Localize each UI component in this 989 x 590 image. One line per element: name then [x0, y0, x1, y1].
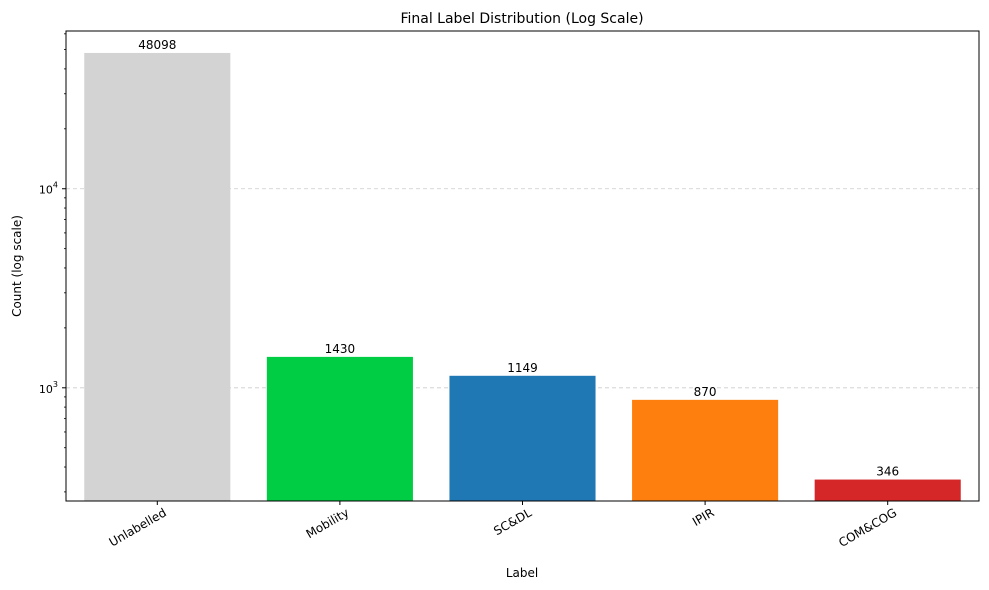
bar-value-label: 870: [694, 385, 717, 399]
y-tick-base: 10: [39, 184, 53, 197]
x-tick-label: IPIR: [690, 505, 717, 528]
bar: [266, 356, 413, 501]
chart-title: Final Label Distribution (Log Scale): [400, 11, 643, 27]
bar-value-label: 346: [876, 465, 899, 479]
bar: [632, 399, 779, 501]
y-tick-exponent: 3: [53, 380, 58, 389]
y-tick-exponent: 4: [53, 181, 58, 190]
y-tick-base: 10: [39, 383, 53, 396]
x-axis: Unlabelled Mobility SC&DL IPIR COM&COG: [107, 501, 899, 550]
x-axis-label: Label: [506, 566, 538, 580]
x-tick-label: Mobility: [304, 505, 352, 541]
y-tick-label: 104: [39, 181, 58, 197]
bar-value-label: 48098: [138, 38, 176, 52]
bar-value-label: 1149: [507, 361, 538, 375]
y-tick-label: 103: [39, 380, 58, 396]
bar: [84, 52, 231, 502]
bars: [84, 52, 961, 502]
x-tick-label: COM&COG: [836, 505, 899, 549]
bar-value-label: 1430: [325, 342, 356, 356]
value-labels: 48098 1430 1149 870 346: [138, 38, 899, 479]
x-tick-label: SC&DL: [491, 505, 534, 538]
plot-frame: [65, 30, 980, 502]
bar: [814, 479, 961, 501]
bar: [449, 375, 596, 501]
x-tick-label: Unlabelled: [107, 505, 169, 549]
y-axis-label: Count (log scale): [10, 215, 24, 317]
